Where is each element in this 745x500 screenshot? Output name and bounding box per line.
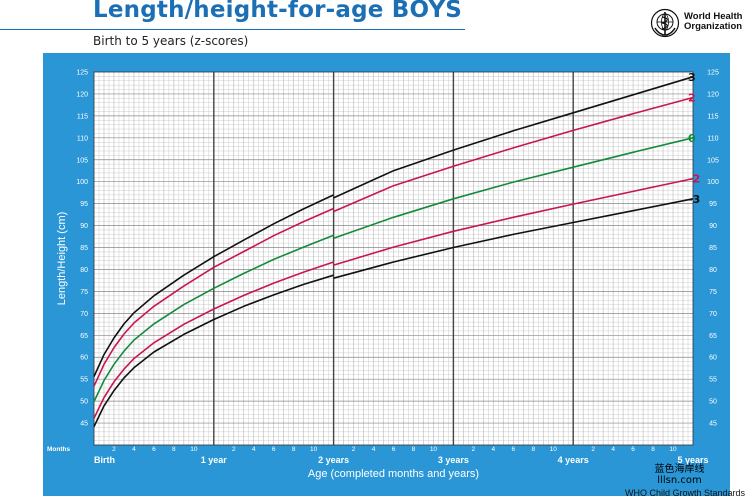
x-tick-month-label: 6 [272,446,276,453]
watermark-line1: 蓝色海岸线 [654,464,705,475]
x-tick-year-label: 5 years [677,455,708,465]
plot-border [93,71,694,446]
x-tick-year-label: Birth [94,455,115,465]
chart-title: Length/height-for-age BOYS [93,0,463,23]
x-tick-month-label: 8 [651,446,655,453]
series-label-z0: 0 [688,132,696,145]
series-label-z3: 3 [688,71,696,84]
y-tick-label-left: 90 [80,223,88,230]
y-tick-label-left: 125 [76,70,88,77]
x-tick-month-label: 6 [152,446,156,453]
y-tick-label-left: 45 [80,421,88,428]
months-row-label: Months [47,446,70,453]
x-tick-month-label: 2 [352,446,356,453]
x-tick-month-label: 4 [132,446,136,453]
y-tick-label-right: 75 [709,289,717,296]
y-tick-label-right: 100 [707,179,719,186]
y-tick-label-right: 60 [709,355,717,362]
y-axis-label: Length/Height (cm) [56,212,68,306]
x-axis-label: Age (completed months and years) [308,468,479,480]
x-tick-month-label: 8 [412,446,416,453]
y-tick-label-left: 55 [80,377,88,384]
y-tick-label-left: 65 [80,333,88,340]
y-tick-label-right: 95 [709,201,717,208]
x-tick-month-label: 10 [190,446,198,453]
title-underline [0,29,465,30]
series-label-z2: 2 [688,91,696,104]
x-tick-month-label: 2 [472,446,476,453]
x-tick-year-label: 3 years [438,455,469,465]
org-name-line1: World Health [684,11,743,22]
y-tick-label-left: 50 [80,399,88,406]
org-name-line2: Organization [684,21,743,32]
y-tick-label-right: 70 [709,311,717,318]
x-tick-month-label: 4 [611,446,615,453]
curve-z-2-height [333,177,694,266]
y-tick-label-left: 80 [80,267,88,274]
x-tick-month-label: 2 [112,446,116,453]
y-tick-label-right: 80 [709,267,717,274]
curve-z-3-length [93,274,334,427]
x-tick-month-label: 10 [550,446,558,453]
who-organization-name: World Health Organization [684,12,745,32]
y-tick-label-right: 50 [709,399,717,406]
footer-caption: WHO Child Growth Standards [624,488,745,498]
x-tick-year-label: 2 years [318,455,349,465]
x-tick-month-label: 2 [591,446,595,453]
y-tick-label-left: 105 [76,157,88,164]
y-tick-label-right: 125 [707,70,719,77]
x-tick-month-label: 10 [310,446,318,453]
y-tick-label-right: 115 [707,113,718,120]
watermark-line2: lllsn.com [657,475,702,486]
x-tick-month-label: 10 [430,446,438,453]
y-tick-label-right: 90 [709,223,717,230]
x-tick-month-label: 8 [292,446,296,453]
x-tick-month-label: 4 [492,446,496,453]
curve-z0-height [333,137,694,240]
y-tick-label-left: 75 [80,289,88,296]
y-tick-label-left: 60 [80,355,88,362]
series-label-z-2: -2 [688,173,700,186]
x-tick-month-label: 6 [631,446,635,453]
chart-panel: 45 45 50 50 55 55 60 60 65 65 70 70 75 75 80 80 85 85 90 90… [43,53,730,496]
x-tick-month-label: 4 [372,446,376,453]
site-watermark: 蓝色海岸线 lllsn.com [618,464,741,486]
series-label-z-3: -3 [688,193,700,206]
y-tick-label-left: 120 [76,91,88,98]
who-emblem-icon [650,8,680,38]
y-tick-label-left: 95 [80,201,88,208]
y-tick-label-right: 45 [709,421,717,428]
x-tick-year-label: 1 year [201,455,228,465]
curve-z2-length [93,207,334,387]
chart-subtitle: Birth to 5 years (z-scores) [93,34,249,48]
x-tick-month-label: 4 [252,446,256,453]
y-tick-label-left: 85 [80,245,88,252]
y-tick-label-right: 110 [707,135,718,142]
x-tick-month-label: 8 [172,446,176,453]
y-tick-label-left: 115 [77,113,88,120]
y-tick-label-right: 105 [707,157,719,164]
curve-z0-length [93,234,334,402]
y-tick-label-right: 120 [707,91,719,98]
x-tick-month-label: 2 [232,446,236,453]
y-tick-label-left: 100 [76,179,88,186]
curve-z3-length [93,194,334,377]
curve-z2-height [333,96,694,213]
y-tick-label-right: 55 [709,377,717,384]
x-tick-month-label: 6 [392,446,396,453]
curve-z3-height [333,76,694,199]
curve-z-3-height [333,198,694,279]
y-tick-label-right: 85 [709,245,717,252]
y-tick-label-left: 110 [77,135,88,142]
y-tick-label-left: 70 [80,311,88,318]
x-tick-month-label: 10 [669,446,677,453]
x-tick-month-label: 8 [531,446,535,453]
curve-z-2-length [93,261,334,419]
y-tick-label-right: 65 [709,333,717,340]
x-tick-year-label: 4 years [558,455,589,465]
x-tick-month-label: 6 [511,446,515,453]
